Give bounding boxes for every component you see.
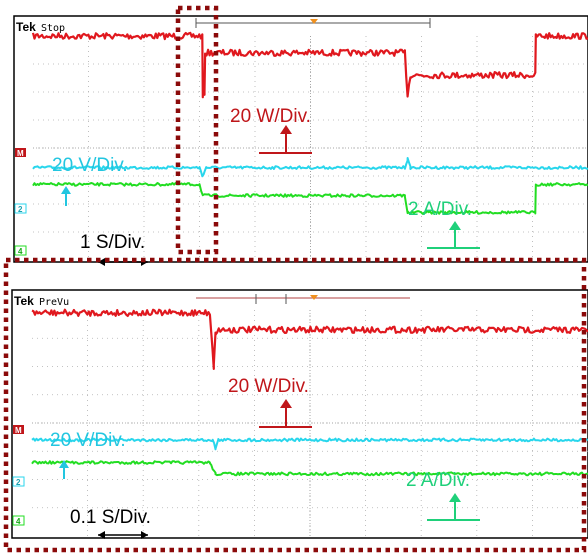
- bottom-power-trace: [31, 308, 588, 370]
- bottom-screen-border: [11, 289, 588, 539]
- bottom-voltage-trace: [31, 437, 588, 451]
- bottom-current-scale-annotation: 2 A/Div.: [406, 470, 470, 491]
- zoom-highlight-box: [3, 257, 587, 553]
- top-current-scale-arrow: [427, 221, 480, 249]
- bottom-mode-label: PreVu: [39, 297, 69, 308]
- top-current-trace: [32, 182, 588, 215]
- top-mode-label: Stop: [41, 23, 65, 34]
- svg-text:M: M: [15, 426, 22, 435]
- bottom-power-scale-annotation: 20 W/Div.: [228, 376, 309, 397]
- top-voltage-trace: [32, 157, 588, 178]
- svg-text:4: 4: [18, 247, 23, 256]
- bottom-current-scale-arrow: [427, 493, 480, 521]
- bottom-time-scale-annotation: 0.1 S/Div.: [70, 507, 151, 528]
- top-channel-tag-m: M: [15, 148, 26, 158]
- bottom-current-trace: [31, 460, 588, 477]
- bottom-record-bar: [196, 294, 410, 304]
- top-graticule: [33, 36, 588, 260]
- top-time-scale-annotation: 1 S/Div.: [80, 232, 145, 253]
- bottom-voltage-scale-annotation: 20 V/Div.: [50, 430, 126, 451]
- top-voltage-scale-annotation: 20 V/Div.: [52, 155, 128, 176]
- top-screen-border: [13, 15, 588, 263]
- top-power-scale-arrow: [259, 125, 312, 154]
- top-trigger-position-icon: [310, 19, 318, 24]
- top-voltage-scale-arrow: [61, 186, 71, 206]
- top-channel-tag-4: 4: [14, 245, 27, 256]
- bottom-trigger-position-icon: [310, 295, 318, 300]
- bottom-time-scale-arrow: [98, 531, 148, 539]
- top-power-trace: [31, 31, 588, 99]
- svg-text:2: 2: [16, 478, 21, 487]
- bottom-scope-panel: Tek PreVu M 2 4 20 W/Div. 20 V/Div.: [11, 289, 588, 539]
- bottom-channel-tag-2: 2: [12, 476, 25, 487]
- top-brand-label: Tek: [16, 20, 36, 34]
- top-record-bar: [195, 18, 431, 28]
- bottom-voltage-scale-arrow: [59, 460, 69, 479]
- bottom-channel-tag-4: 4: [12, 515, 25, 526]
- bottom-brand-label: Tek: [14, 294, 34, 308]
- top-channel-tag-2: 2: [14, 203, 27, 214]
- top-power-scale-annotation: 20 W/Div.: [230, 106, 311, 127]
- top-scope-panel: Tek Stop M 2 4 20 W/Div. 20 V/: [13, 15, 588, 266]
- bottom-power-scale-arrow: [259, 399, 312, 428]
- bottom-channel-tag-m: M: [13, 425, 24, 435]
- transition-highlight-box: [175, 5, 219, 255]
- svg-text:4: 4: [16, 517, 21, 526]
- svg-text:M: M: [17, 149, 24, 158]
- svg-text:2: 2: [18, 205, 23, 214]
- highlight-frames: [3, 5, 587, 553]
- top-current-scale-annotation: 2 A/Div.: [408, 199, 472, 220]
